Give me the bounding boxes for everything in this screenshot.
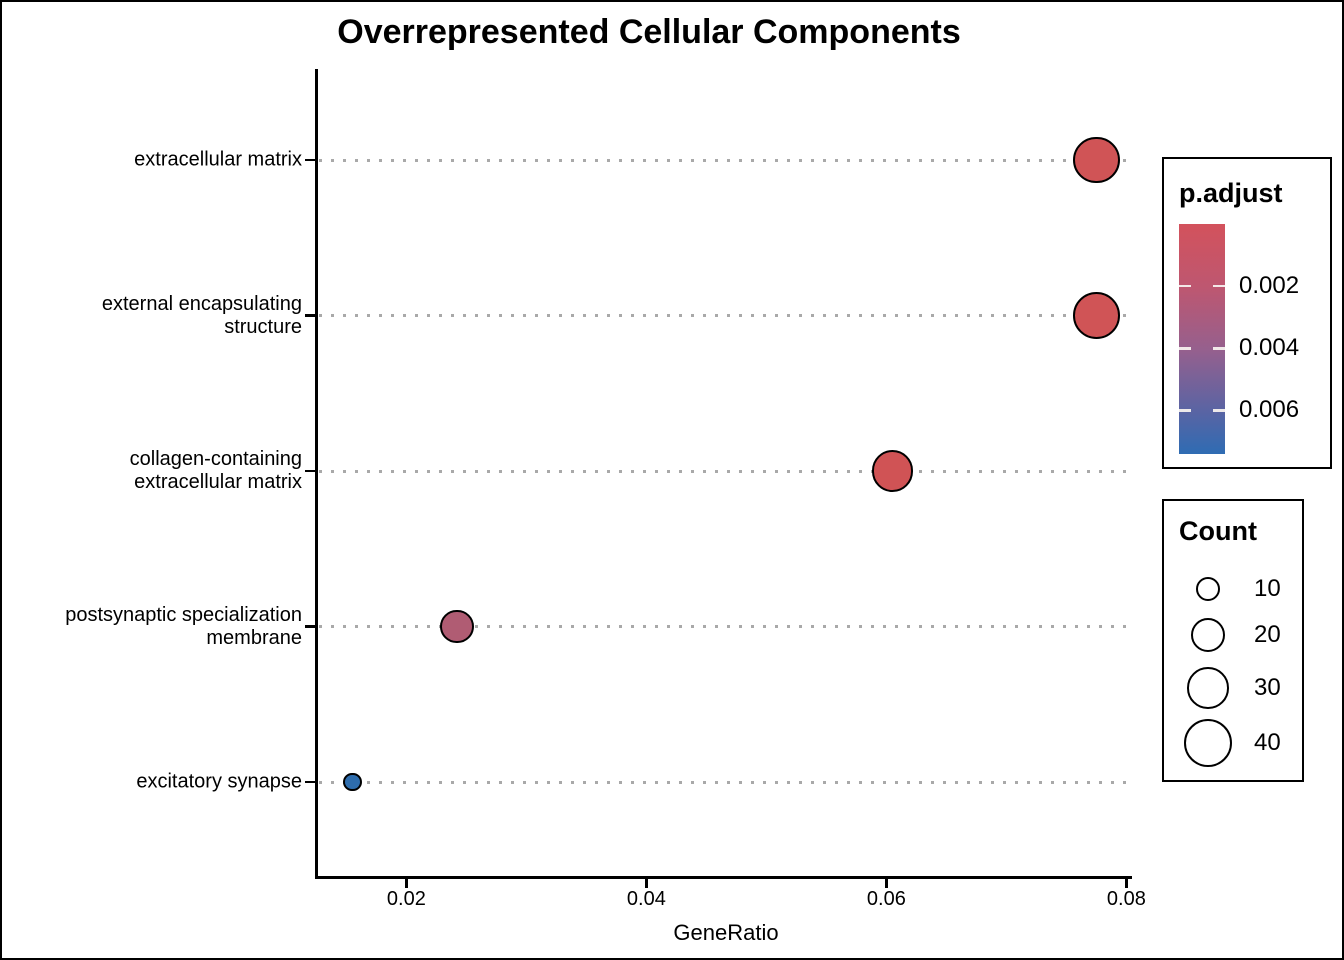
count-legend-circle	[1191, 618, 1225, 652]
gridline	[319, 780, 1130, 784]
x-axis-tick	[405, 878, 408, 888]
data-point-bubble	[871, 450, 914, 492]
data-point-bubble	[1072, 136, 1120, 184]
y-axis-tick	[305, 780, 315, 784]
x-tick-label: 0.08	[1106, 888, 1146, 910]
data-point-bubble	[343, 772, 362, 792]
colorbar-tick-label: 0.004	[1239, 334, 1300, 362]
count-legend-label: 10	[1254, 575, 1281, 602]
count-legend-label: 40	[1254, 729, 1281, 756]
count-legend-circle	[1183, 718, 1233, 768]
colorbar-tick	[1213, 347, 1225, 350]
y-axis-tick	[305, 314, 315, 317]
y-axis-tick	[305, 625, 315, 628]
y-axis-line	[315, 69, 318, 879]
y-category-label: extracellular matrix	[134, 148, 302, 171]
data-point-bubble	[1072, 292, 1120, 339]
count-legend-label: 20	[1254, 621, 1281, 648]
gridline	[319, 625, 1130, 628]
x-tick-label: 0.04	[626, 888, 666, 910]
y-category-label: collagen-containing extracellular matrix	[129, 448, 302, 493]
count-legend-title: Count	[1179, 516, 1257, 546]
colorbar-tick-label: 0.002	[1239, 272, 1300, 300]
x-axis-tick	[645, 878, 648, 888]
x-axis-tick	[885, 878, 888, 888]
colorbar-tick-label: 0.006	[1239, 396, 1300, 424]
gridline	[319, 469, 1130, 473]
count-legend-circle	[1195, 576, 1220, 601]
y-category-label: excitatory synapse	[136, 770, 302, 793]
gridline	[319, 158, 1130, 162]
padjust-legend-title: p.adjust	[1179, 178, 1283, 208]
colorbar-tick	[1213, 284, 1225, 288]
y-axis-tick	[305, 158, 315, 162]
count-legend-label: 30	[1254, 674, 1281, 701]
colorbar-tick	[1179, 284, 1191, 288]
y-category-label: postsynaptic specialization membrane	[65, 603, 302, 649]
y-category-label: external encapsulating structure	[101, 292, 302, 338]
colorbar-tick	[1213, 409, 1225, 412]
colorbar-tick	[1179, 409, 1191, 412]
padjust-colorbar	[1179, 224, 1225, 454]
x-axis-tick	[1125, 878, 1128, 888]
x-axis-line	[315, 876, 1132, 879]
x-tick-label: 0.02	[386, 888, 426, 910]
x-axis-label: GeneRatio	[673, 920, 779, 945]
data-point-bubble	[439, 609, 474, 644]
y-axis-tick	[305, 469, 315, 473]
chart-title: Overrepresented Cellular Components	[337, 13, 961, 51]
count-legend-circle	[1187, 667, 1229, 709]
colorbar-tick	[1179, 347, 1191, 350]
x-tick-label: 0.06	[866, 888, 906, 910]
gridline	[319, 314, 1130, 317]
